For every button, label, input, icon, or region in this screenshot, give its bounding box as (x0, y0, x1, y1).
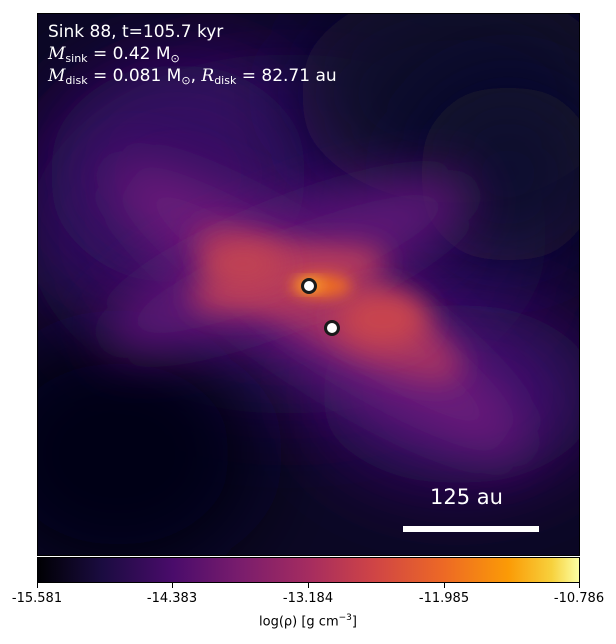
sink-id-time: Sink 88, t=105.7 kyr (48, 22, 224, 42)
colorbar-label: log(ρ) [g cm−3] (259, 613, 357, 629)
sink-particle-1 (301, 278, 317, 294)
sink-mass-symbol: M (48, 44, 66, 64)
colorbar-tick (579, 583, 580, 588)
colorbar-tick (37, 583, 38, 588)
sink-mass-value: = 0.42 M (87, 44, 171, 64)
colorbar-label-end: ] (351, 614, 357, 630)
colorbar-label-main: log(ρ) [g cm (259, 614, 339, 630)
disk-radius-symbol: R (201, 66, 215, 86)
disk-separator: , (190, 66, 202, 86)
sink-particle-2 (324, 320, 340, 336)
colorbar (37, 557, 580, 583)
colorbar-tick-label: -10.786 (553, 591, 605, 606)
colorbar-tick-label: -13.184 (282, 591, 334, 606)
disk-info-line: Mdisk = 0.081 M⊙, Rdisk = 82.71 au (48, 66, 337, 91)
sink-mass-subscript: sink (65, 52, 88, 65)
disk-mass-symbol: M (48, 66, 66, 86)
sink-info-line: Sink 88, t=105.7 kyr (48, 22, 223, 42)
colorbar-tick (444, 583, 445, 588)
disk-radius-subscript: disk (214, 74, 237, 87)
disk-radius-value: = 82.71 au (236, 66, 337, 86)
colorbar-tick-label: -15.581 (11, 591, 63, 606)
sink-mass-sun-symbol: ⊙ (170, 52, 180, 65)
disk-mass-value: = 0.081 M (87, 66, 182, 86)
scale-bar-label: 125 au (430, 485, 503, 509)
colorbar-tick (308, 583, 309, 588)
disk-mass-sun-symbol: ⊙ (181, 74, 191, 87)
density-image (38, 14, 579, 555)
colorbar-tick-label: -14.383 (146, 591, 198, 606)
colorbar-tick-label: -11.985 (418, 591, 470, 606)
scale-bar (403, 526, 539, 532)
colorbar-label-exponent: −3 (338, 613, 352, 623)
disk-mass-subscript: disk (65, 74, 88, 87)
colorbar-tick (172, 583, 173, 588)
density-map: Sink 88, t=105.7 kyr Msink = 0.42 M⊙ Mdi… (37, 13, 580, 556)
sink-mass-line: Msink = 0.42 M⊙ (48, 44, 180, 69)
